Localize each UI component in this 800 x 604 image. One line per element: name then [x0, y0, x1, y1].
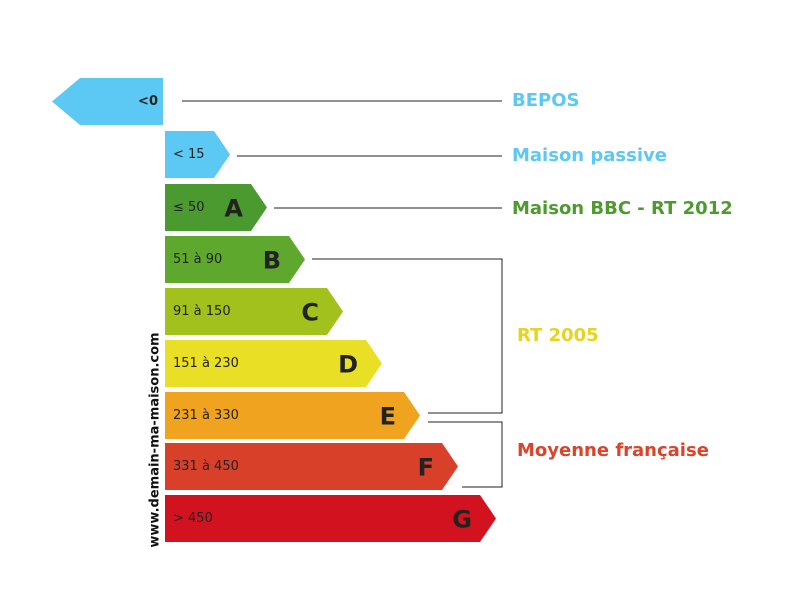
band-arrow — [165, 340, 382, 387]
band-arrow — [165, 184, 267, 231]
annotation-label: Moyenne française — [517, 440, 709, 461]
band-letter: D — [338, 351, 358, 379]
bracket — [428, 421, 503, 488]
band-arrow — [165, 236, 305, 283]
band-arrow — [165, 288, 343, 335]
band-range: <0 — [138, 94, 158, 109]
watermark: www.demain-ma-maison.com — [148, 332, 163, 547]
band-arrow — [165, 495, 496, 542]
band-arrow — [165, 443, 458, 490]
annotation-label: Maison BBC - RT 2012 — [512, 198, 733, 219]
band-letter: A — [224, 195, 243, 223]
band-range: > 450 — [173, 511, 213, 526]
band-range: 331 à 450 — [173, 459, 239, 474]
band-arrow — [52, 78, 163, 125]
annotation-label: Maison passive — [512, 145, 667, 166]
band-arrow — [165, 131, 230, 178]
band-letter: G — [452, 506, 472, 534]
band-range: 151 à 230 — [173, 356, 239, 371]
annotation-label: RT 2005 — [517, 325, 599, 346]
band-range: 231 à 330 — [173, 408, 239, 423]
band-range: ≤ 50 — [173, 200, 205, 215]
band-range: 91 à 150 — [173, 304, 231, 319]
band-letter: B — [263, 247, 281, 275]
band-letter: C — [301, 299, 319, 327]
band-arrow — [165, 392, 420, 439]
band-letter: E — [380, 403, 396, 431]
band-range: 51 à 90 — [173, 252, 222, 267]
band-range: < 15 — [173, 147, 205, 162]
annotation-label: BEPOS — [512, 90, 579, 111]
band-letter: F — [418, 454, 434, 482]
bracket — [312, 258, 503, 414]
